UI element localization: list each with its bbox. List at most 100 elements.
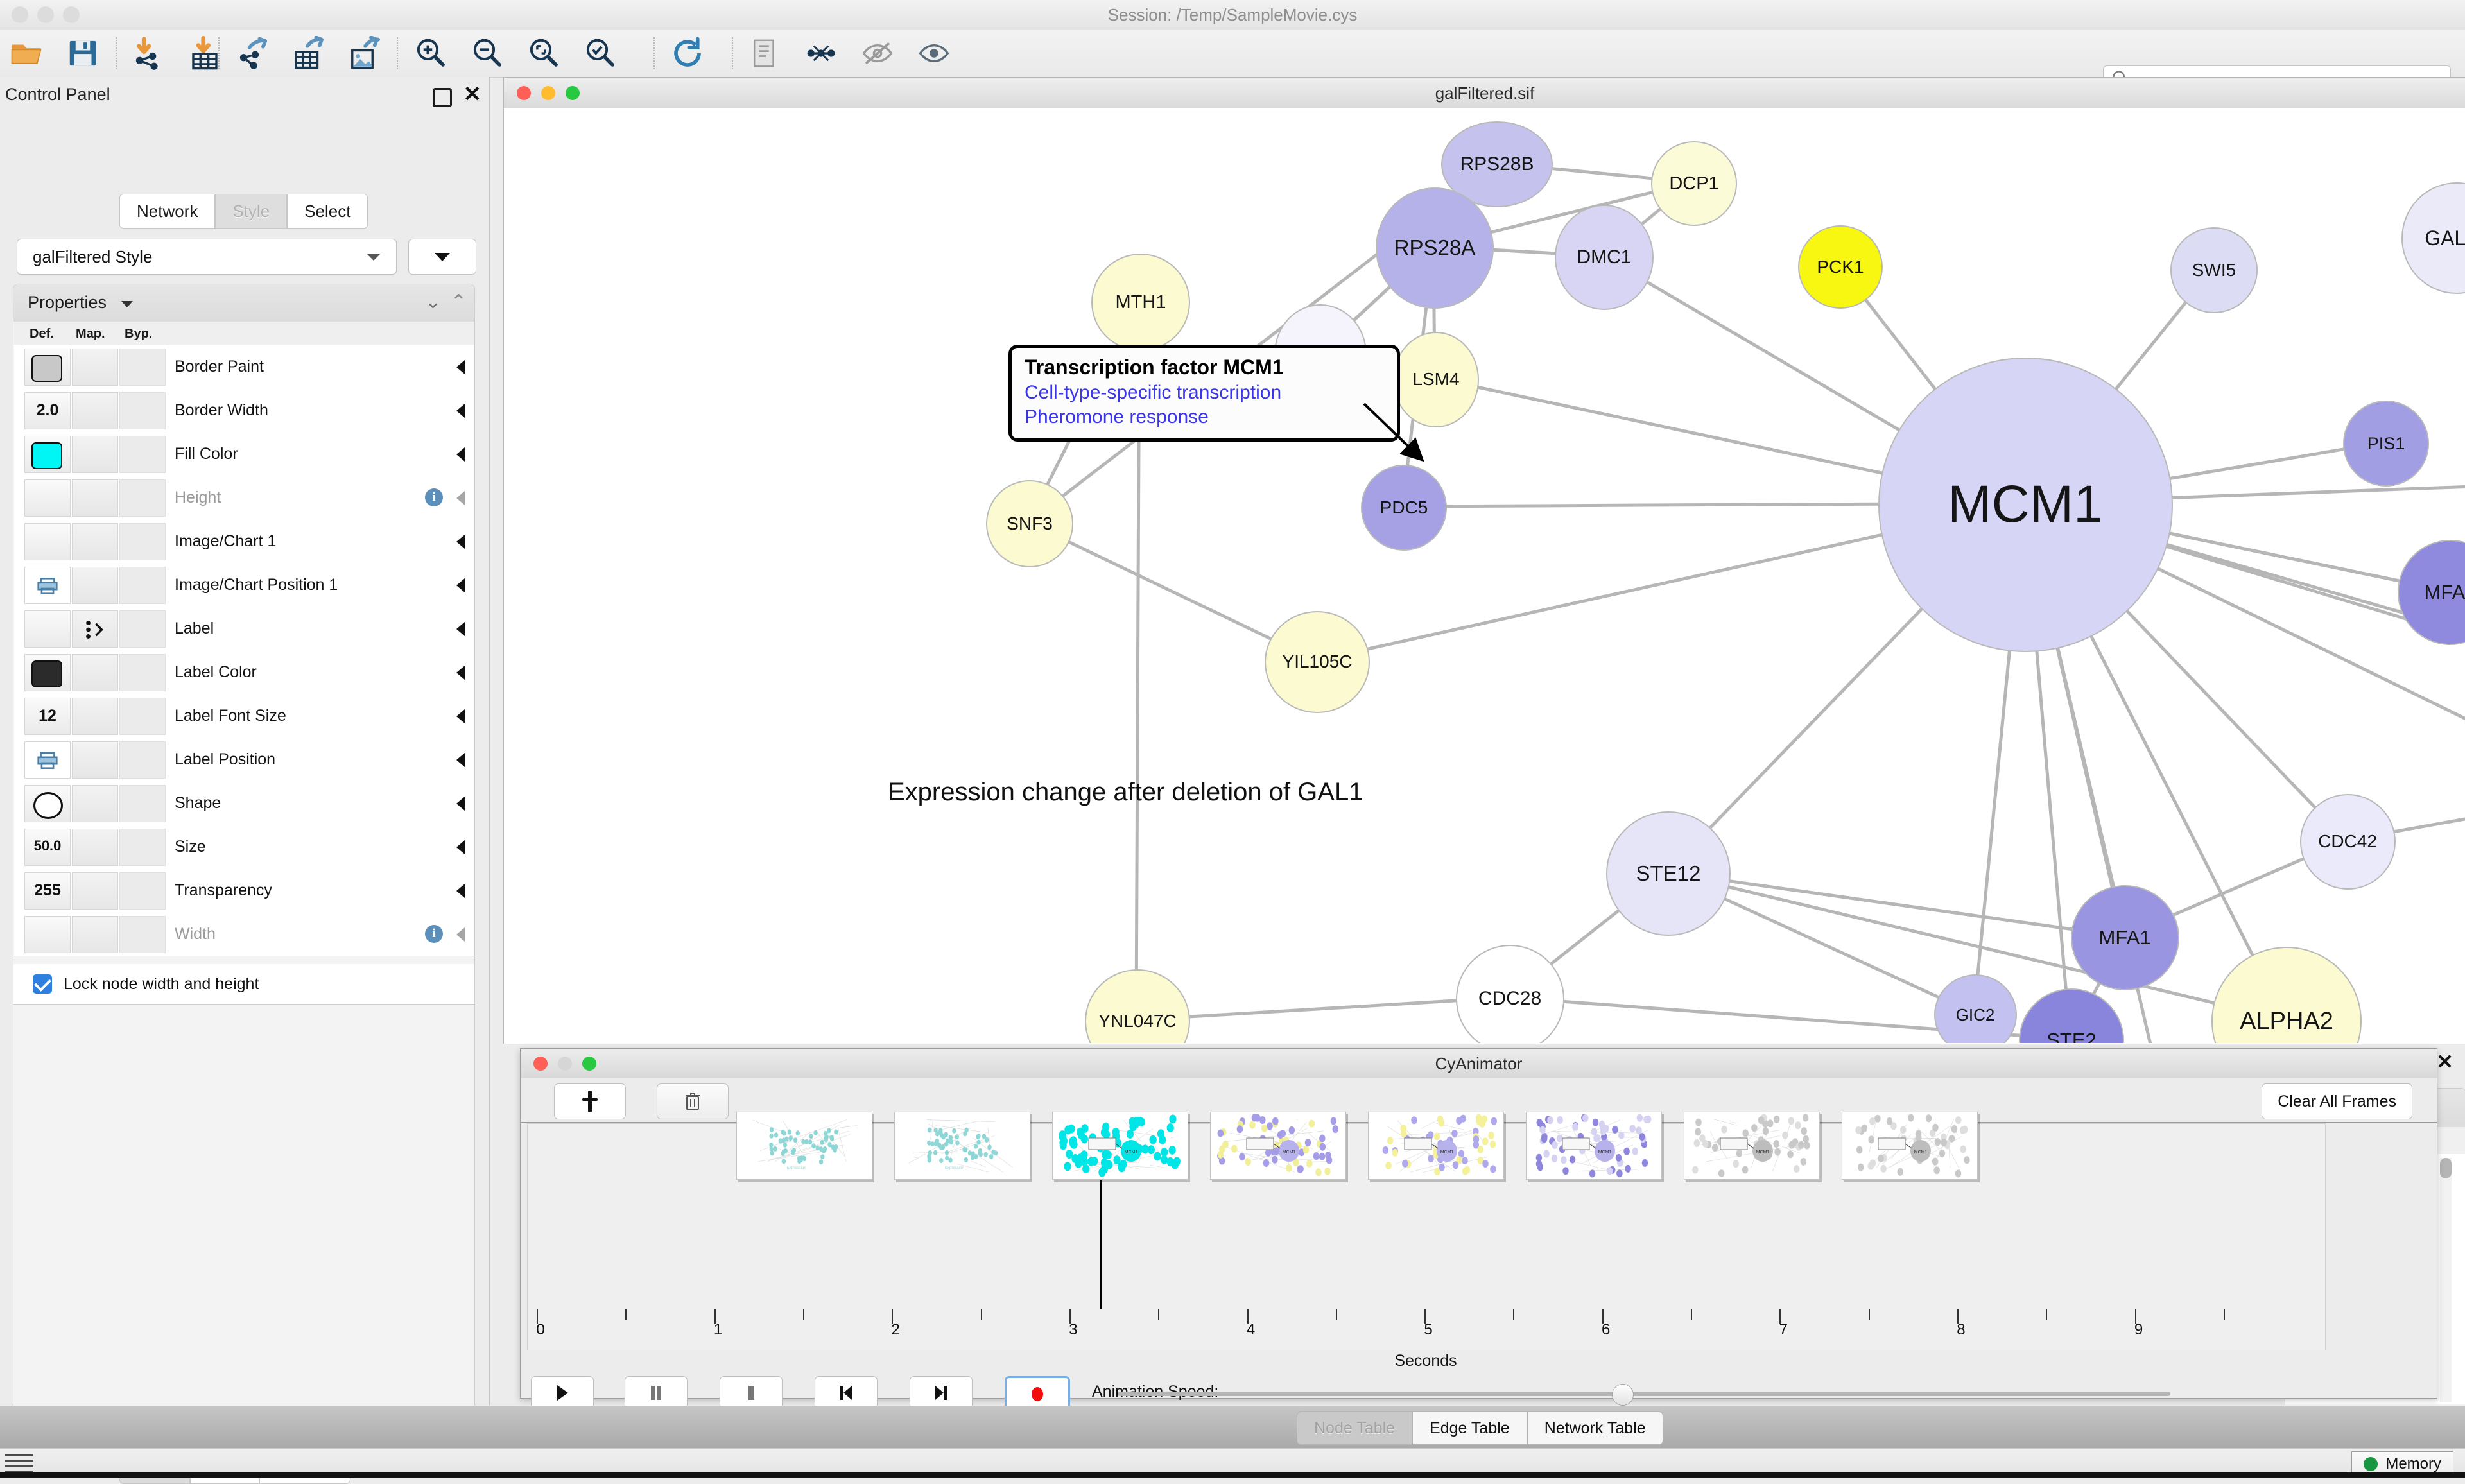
close-icon[interactable]: ✕: [2436, 1049, 2453, 1074]
default-cell[interactable]: [24, 567, 71, 604]
property-row[interactable]: Image/Chart Position 1: [14, 563, 474, 607]
chevron-left-icon[interactable]: [456, 927, 465, 942]
bypass-cell[interactable]: [119, 698, 166, 735]
zoom-out-icon[interactable]: [467, 33, 507, 73]
table-scrollbar[interactable]: [2440, 1158, 2452, 1402]
chevron-left-icon[interactable]: [456, 797, 465, 811]
default-cell[interactable]: [24, 349, 71, 386]
property-row[interactable]: Label Position: [14, 738, 474, 782]
default-cell[interactable]: 255: [24, 872, 71, 910]
bypass-cell[interactable]: [119, 392, 166, 429]
chevron-left-icon[interactable]: [456, 578, 465, 592]
default-cell[interactable]: [24, 479, 71, 517]
tab-network[interactable]: Network: [119, 194, 215, 229]
previous-frame-button[interactable]: [815, 1376, 878, 1410]
zoom-in-icon[interactable]: [411, 33, 451, 73]
zoom-selected-icon[interactable]: [580, 33, 620, 73]
chevrons-down-icon[interactable]: ⌄: [425, 291, 441, 313]
network-node[interactable]: MCM1: [1878, 358, 2173, 652]
chevron-left-icon[interactable]: [456, 884, 465, 898]
float-icon[interactable]: [433, 88, 452, 107]
property-row[interactable]: 50.0 Size: [14, 825, 474, 869]
animation-frame[interactable]: MCM1: [1210, 1112, 1346, 1180]
open-folder-icon[interactable]: [6, 33, 46, 73]
info-icon[interactable]: i: [425, 925, 443, 943]
table-scrollbar-thumb[interactable]: [2440, 1158, 2452, 1178]
chevron-left-icon[interactable]: [456, 360, 465, 374]
export-image-icon[interactable]: [345, 33, 385, 73]
show-all-icon[interactable]: [914, 33, 954, 73]
mapping-cell[interactable]: [72, 479, 118, 517]
mapping-cell[interactable]: [72, 785, 118, 822]
animation-frame[interactable]: MCM1: [1368, 1112, 1504, 1180]
animation-speed-slider[interactable]: [1118, 1392, 2170, 1396]
style-options-button[interactable]: [408, 239, 476, 275]
mapping-cell[interactable]: [72, 567, 118, 604]
mapping-cell[interactable]: [72, 741, 118, 779]
hide-selected-icon[interactable]: [858, 33, 897, 73]
annotation-box[interactable]: Transcription factor MCM1 Cell-type-spec…: [1008, 345, 1400, 442]
network-canvas[interactable]: RPS28BDCP1RPS28ADMC1PCK1SWI5GAL80GAL11GA…: [504, 108, 2465, 1043]
animation-frame[interactable]: Expression: [894, 1112, 1030, 1180]
mapping-cell[interactable]: [72, 436, 118, 473]
bypass-cell[interactable]: [119, 523, 166, 560]
bypass-cell[interactable]: [119, 654, 166, 691]
animation-frame[interactable]: MCM1: [1052, 1112, 1188, 1180]
play-button[interactable]: [531, 1376, 594, 1410]
chevron-left-icon[interactable]: [456, 840, 465, 854]
clear-all-frames-button[interactable]: Clear All Frames: [2262, 1083, 2412, 1119]
tab-style[interactable]: Style: [215, 194, 287, 229]
default-cell[interactable]: 2.0: [24, 392, 71, 429]
bypass-cell[interactable]: [119, 829, 166, 866]
pause-button[interactable]: [625, 1376, 688, 1410]
chevron-left-icon[interactable]: [456, 666, 465, 680]
mapping-cell[interactable]: [72, 349, 118, 386]
lock-checkbox[interactable]: [33, 974, 52, 994]
chevron-left-icon[interactable]: [456, 447, 465, 462]
property-row[interactable]: Image/Chart 1: [14, 519, 474, 564]
import-network-icon[interactable]: [128, 33, 168, 73]
save-icon[interactable]: [63, 33, 103, 73]
default-cell[interactable]: [24, 741, 71, 779]
bypass-cell[interactable]: [119, 916, 166, 953]
mapping-cell[interactable]: [72, 654, 118, 691]
chevron-left-icon[interactable]: [456, 491, 465, 505]
network-node[interactable]: CDC42: [2300, 794, 2396, 890]
network-node[interactable]: MFA1: [2071, 885, 2179, 990]
default-cell[interactable]: 12: [24, 698, 71, 735]
bypass-cell[interactable]: [119, 610, 166, 648]
property-row[interactable]: 2.0 Border Width: [14, 388, 474, 433]
default-cell[interactable]: [24, 785, 71, 822]
chevron-left-icon[interactable]: [456, 622, 465, 636]
refresh-icon[interactable]: [668, 33, 707, 73]
mapping-cell[interactable]: [72, 523, 118, 560]
property-row[interactable]: Label Color: [14, 650, 474, 695]
mapping-cell[interactable]: [72, 916, 118, 953]
chevron-left-icon[interactable]: [456, 404, 465, 418]
property-row[interactable]: Height i: [14, 476, 474, 520]
default-cell[interactable]: [24, 610, 71, 648]
default-cell[interactable]: [24, 654, 71, 691]
network-node[interactable]: DCP1: [1651, 141, 1737, 226]
chevrons-up-icon[interactable]: ⌃: [451, 291, 467, 313]
mapping-cell[interactable]: [72, 829, 118, 866]
bypass-cell[interactable]: [119, 567, 166, 604]
network-node[interactable]: SNF3: [986, 480, 1073, 567]
property-row[interactable]: 255 Transparency: [14, 868, 474, 913]
new-network-icon[interactable]: [745, 33, 784, 73]
lock-width-height-row[interactable]: Lock node width and height: [13, 964, 475, 1005]
style-select[interactable]: galFiltered Style: [17, 239, 397, 275]
list-icon[interactable]: [5, 1454, 33, 1473]
close-icon[interactable]: ✕: [463, 83, 482, 105]
mapping-cell[interactable]: [72, 872, 118, 910]
network-node[interactable]: STE12: [1606, 811, 1731, 936]
export-table-icon[interactable]: [289, 33, 329, 73]
property-row[interactable]: Border Paint: [14, 345, 474, 389]
stop-button[interactable]: [720, 1376, 783, 1410]
default-cell[interactable]: [24, 436, 71, 473]
default-cell[interactable]: [24, 523, 71, 560]
tab-node-table[interactable]: Node Table: [1297, 1411, 1412, 1445]
property-row[interactable]: Label: [14, 607, 474, 651]
animation-frame[interactable]: MCM1: [1684, 1112, 1820, 1180]
bypass-cell[interactable]: [119, 349, 166, 386]
